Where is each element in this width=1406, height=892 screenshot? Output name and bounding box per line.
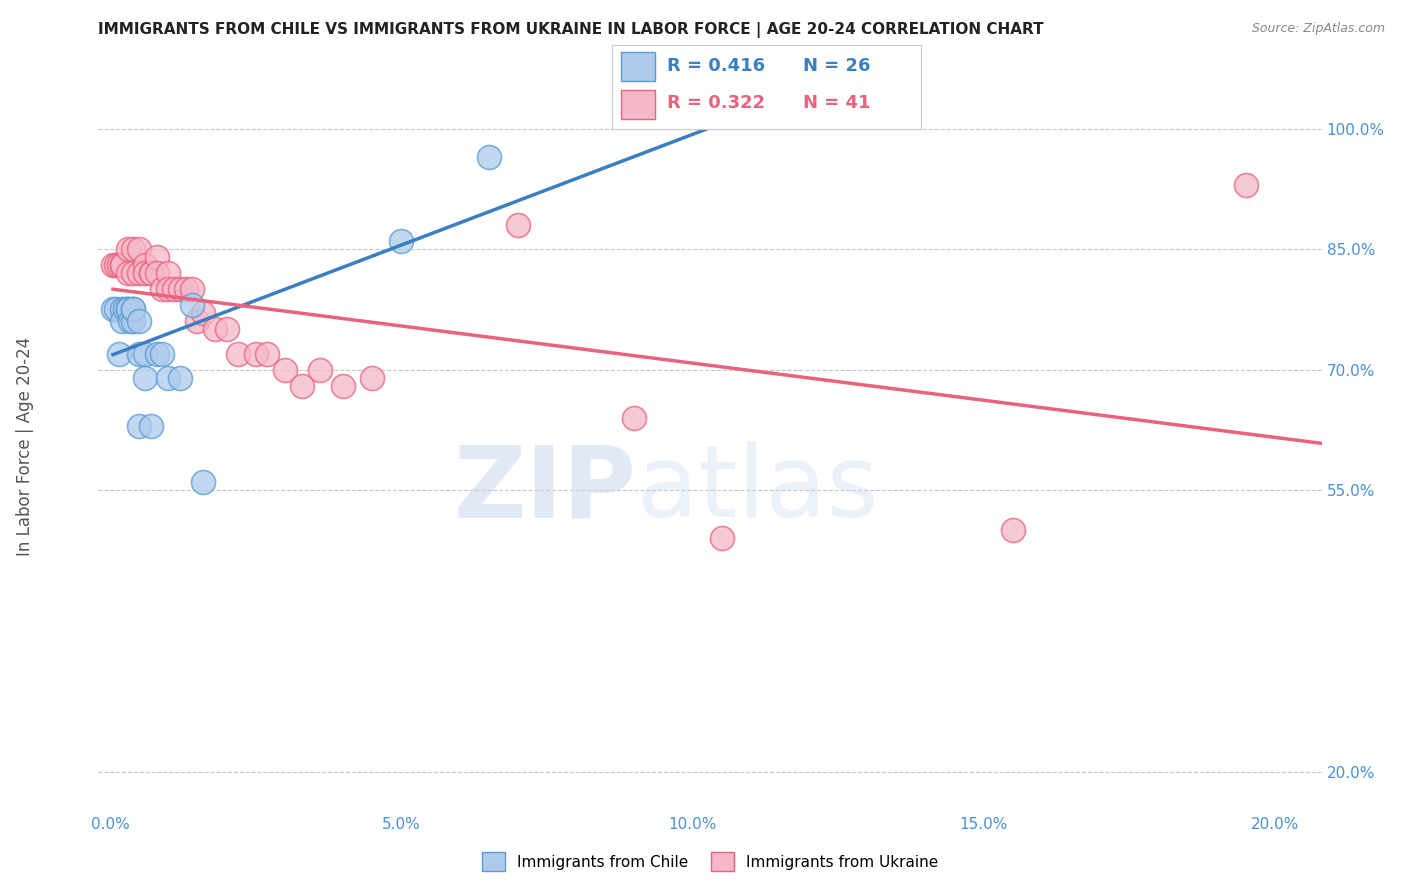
Point bbox=[128, 242, 150, 256]
Point bbox=[193, 475, 215, 490]
Point bbox=[128, 418, 150, 433]
Point bbox=[122, 302, 145, 317]
Point bbox=[169, 282, 191, 296]
Point bbox=[478, 150, 501, 164]
Point bbox=[245, 346, 267, 360]
Text: IMMIGRANTS FROM CHILE VS IMMIGRANTS FROM UKRAINE IN LABOR FORCE | AGE 20-24 CORR: IMMIGRANTS FROM CHILE VS IMMIGRANTS FROM… bbox=[98, 22, 1045, 38]
Point bbox=[256, 346, 278, 360]
Text: N = 41: N = 41 bbox=[803, 95, 870, 112]
Point bbox=[361, 370, 384, 384]
Point bbox=[111, 258, 134, 272]
Point bbox=[145, 250, 167, 264]
Point bbox=[215, 322, 238, 336]
Point bbox=[163, 282, 186, 296]
Point bbox=[122, 266, 145, 280]
Point bbox=[101, 258, 124, 272]
Point bbox=[128, 266, 150, 280]
Point bbox=[226, 346, 249, 360]
Point bbox=[111, 302, 134, 317]
Point bbox=[114, 302, 136, 317]
Point bbox=[152, 282, 174, 296]
Point bbox=[174, 282, 197, 296]
Point bbox=[180, 282, 202, 296]
Point bbox=[157, 282, 180, 296]
Point bbox=[104, 302, 127, 317]
Point bbox=[145, 266, 167, 280]
Point bbox=[139, 418, 162, 433]
Text: R = 0.416: R = 0.416 bbox=[668, 57, 765, 75]
Point bbox=[193, 306, 215, 320]
Point bbox=[139, 266, 162, 280]
Text: atlas: atlas bbox=[637, 442, 879, 539]
Point bbox=[134, 258, 156, 272]
Legend: Immigrants from Chile, Immigrants from Ukraine: Immigrants from Chile, Immigrants from U… bbox=[475, 847, 945, 877]
Point bbox=[117, 302, 139, 317]
Point bbox=[389, 234, 412, 248]
Point bbox=[145, 346, 167, 360]
Text: N = 26: N = 26 bbox=[803, 57, 870, 75]
Point bbox=[180, 298, 202, 312]
Text: R = 0.322: R = 0.322 bbox=[668, 95, 765, 112]
Point bbox=[332, 378, 354, 392]
Point bbox=[128, 346, 150, 360]
Point bbox=[152, 346, 174, 360]
Point bbox=[134, 346, 156, 360]
Point bbox=[111, 258, 134, 272]
Point bbox=[108, 346, 131, 360]
Point bbox=[134, 266, 156, 280]
Point bbox=[111, 314, 134, 328]
Point bbox=[117, 242, 139, 256]
Point bbox=[117, 302, 139, 317]
Point bbox=[1234, 178, 1257, 192]
Point bbox=[157, 266, 180, 280]
Point bbox=[122, 242, 145, 256]
Point bbox=[157, 370, 180, 384]
Point bbox=[1001, 524, 1024, 538]
Point bbox=[291, 378, 314, 392]
FancyBboxPatch shape bbox=[621, 90, 655, 120]
Point bbox=[186, 314, 208, 328]
Text: ZIP: ZIP bbox=[454, 442, 637, 539]
Point bbox=[139, 266, 162, 280]
Point bbox=[117, 266, 139, 280]
Point bbox=[204, 322, 226, 336]
Point bbox=[308, 362, 330, 376]
Point bbox=[120, 314, 142, 328]
Point bbox=[274, 362, 297, 376]
Point bbox=[101, 302, 124, 317]
Point bbox=[710, 532, 733, 546]
Point bbox=[104, 258, 127, 272]
Point bbox=[169, 370, 191, 384]
Point bbox=[122, 314, 145, 328]
Point bbox=[506, 218, 529, 232]
Text: Source: ZipAtlas.com: Source: ZipAtlas.com bbox=[1251, 22, 1385, 36]
FancyBboxPatch shape bbox=[621, 53, 655, 81]
Point bbox=[623, 410, 645, 425]
Point bbox=[108, 258, 131, 272]
Point bbox=[128, 314, 150, 328]
Point bbox=[134, 370, 156, 384]
Text: In Labor Force | Age 20-24: In Labor Force | Age 20-24 bbox=[17, 336, 34, 556]
Point bbox=[122, 302, 145, 317]
